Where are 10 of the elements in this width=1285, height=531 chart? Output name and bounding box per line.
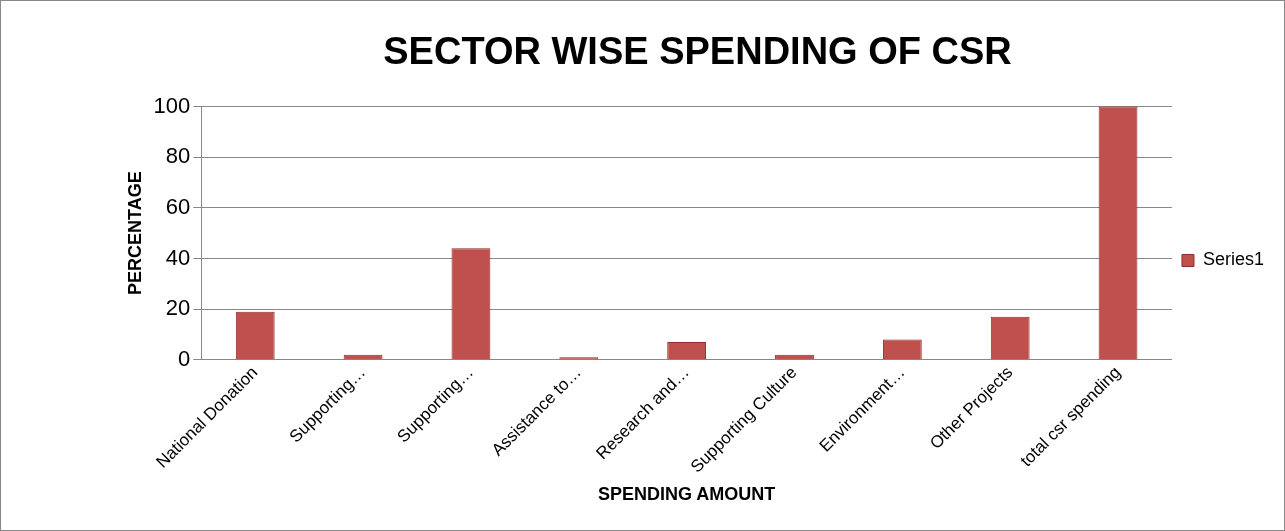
y-tick-label: 60 bbox=[165, 193, 191, 219]
y-axis-title: PERCENTAGE bbox=[124, 171, 145, 296]
chart-title: SECTOR WISE SPENDING OF CSR bbox=[383, 30, 1012, 73]
y-tick-label: 20 bbox=[165, 295, 191, 321]
y-tick-label: 80 bbox=[165, 143, 191, 169]
y-tick-label: 0 bbox=[178, 345, 191, 371]
legend-label: Series1 bbox=[1202, 249, 1264, 270]
y-tick-label: 100 bbox=[153, 92, 191, 118]
x-axis-title: SPENDING AMOUNT bbox=[597, 484, 776, 505]
y-tick-label: 40 bbox=[165, 244, 191, 270]
